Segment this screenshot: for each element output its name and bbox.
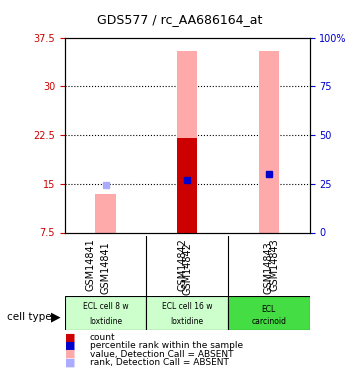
FancyBboxPatch shape [65, 296, 147, 330]
Bar [258, 51, 279, 232]
Text: ECL cell 8 w: ECL cell 8 w [83, 302, 129, 311]
Text: ■: ■ [65, 357, 75, 367]
Bar [95, 194, 116, 232]
Text: ■: ■ [65, 341, 75, 351]
FancyBboxPatch shape [228, 296, 310, 330]
Text: value, Detection Call = ABSENT: value, Detection Call = ABSENT [90, 350, 234, 358]
Text: ECL: ECL [262, 304, 276, 313]
Text: GSM14841: GSM14841 [100, 242, 111, 294]
Text: GSM14842: GSM14842 [177, 238, 187, 291]
Text: percentile rank within the sample: percentile rank within the sample [90, 341, 243, 350]
Bar [177, 51, 197, 232]
Text: cell type: cell type [7, 312, 52, 322]
Text: ■: ■ [65, 349, 75, 359]
Bar [177, 138, 197, 232]
Text: carcinoid: carcinoid [251, 317, 286, 326]
Text: GSM14843: GSM14843 [264, 242, 274, 294]
Text: ▶: ▶ [51, 310, 60, 323]
Text: GDS577 / rc_AA686164_at: GDS577 / rc_AA686164_at [97, 13, 263, 26]
Text: rank, Detection Call = ABSENT: rank, Detection Call = ABSENT [90, 358, 229, 367]
Text: count: count [90, 333, 116, 342]
Text: loxtidine: loxtidine [171, 317, 204, 326]
Text: ■: ■ [65, 333, 75, 342]
Text: GSM14843: GSM14843 [269, 238, 279, 291]
Text: GSM14842: GSM14842 [182, 242, 192, 295]
Text: loxtidine: loxtidine [89, 317, 122, 326]
Text: GSM14841: GSM14841 [85, 238, 95, 291]
FancyBboxPatch shape [147, 296, 228, 330]
Text: ECL cell 16 w: ECL cell 16 w [162, 302, 212, 311]
